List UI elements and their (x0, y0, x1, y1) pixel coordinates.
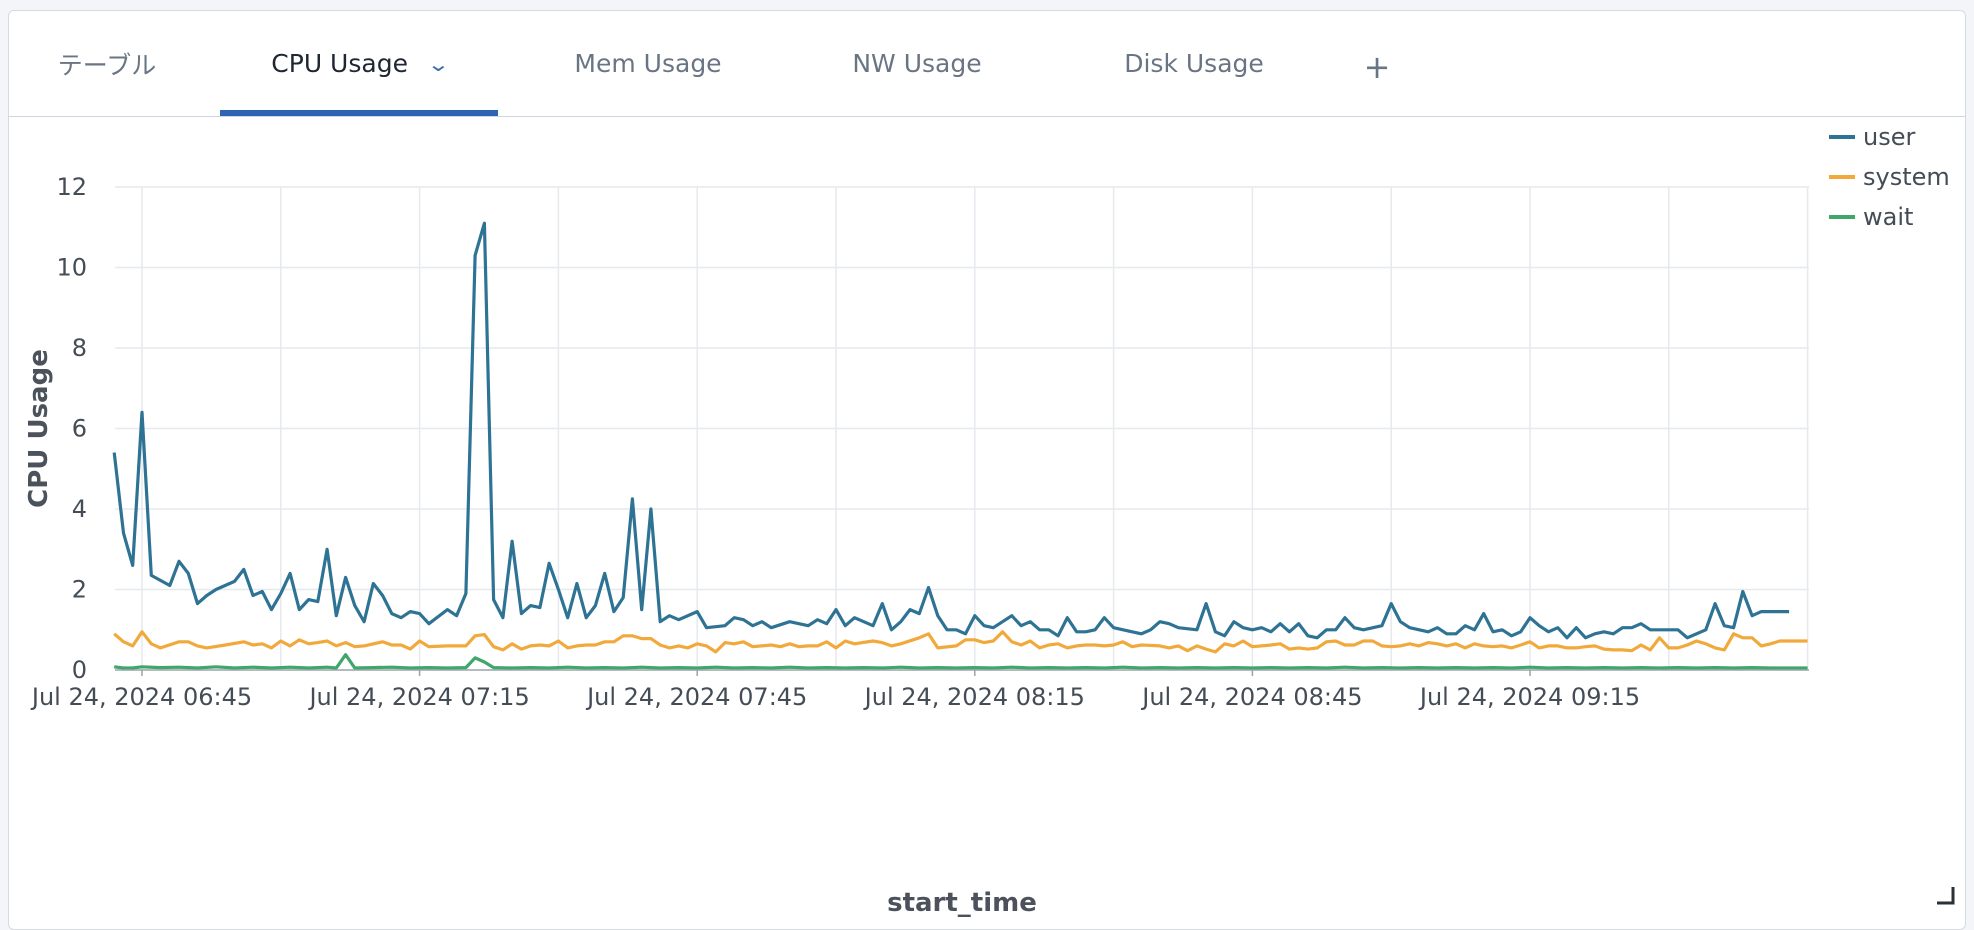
tab-nw-usage[interactable]: NW Usage (817, 11, 1017, 116)
plus-icon[interactable]: + (1363, 48, 1391, 86)
y-tick-label: 8 (72, 334, 87, 362)
series-line-wait (113, 653, 1808, 670)
legend: user system wait (1829, 123, 1950, 231)
x-tick-label: Jul 24, 2024 09:15 (1418, 683, 1640, 711)
x-tick-label: Jul 24, 2024 08:15 (863, 683, 1085, 711)
y-tick-label: 4 (72, 495, 87, 523)
chart-panel: テーブル CPU Usage ⌄ Mem Usage NW Usage Disk… (8, 10, 1966, 930)
tab-mem-usage[interactable]: Mem Usage (539, 11, 757, 116)
tab-cpu-usage[interactable]: CPU Usage ⌄ (220, 11, 498, 116)
chevron-down-icon[interactable]: ⌄ (426, 51, 451, 76)
y-axis-title: CPU Usage (24, 349, 54, 508)
legend-label-system: system (1863, 163, 1950, 191)
tab-label: Disk Usage (1124, 49, 1264, 78)
chart-area: 0 2 4 6 8 10 12 Jul 24, 2024 06:45 Jul 24, 2024 … (9, 117, 1965, 929)
active-tab-indicator (220, 110, 498, 116)
x-tick-label: Jul 24, 2024 07:45 (585, 683, 807, 711)
legend-label-wait: wait (1863, 203, 1913, 231)
y-tick-label: 2 (72, 576, 87, 604)
x-axis-title: start_time (887, 888, 1037, 918)
y-tick-label: 10 (56, 254, 87, 282)
tab-label: CPU Usage (271, 49, 408, 78)
legend-label-user: user (1863, 123, 1915, 151)
x-tick-label: Jul 24, 2024 08:45 (1140, 683, 1362, 711)
y-tick-label: 0 (72, 656, 87, 684)
tab-disk-usage[interactable]: Disk Usage (1089, 11, 1299, 116)
tab-bar: テーブル CPU Usage ⌄ Mem Usage NW Usage Disk… (9, 11, 1965, 117)
y-tick-label: 12 (56, 173, 87, 201)
series-line-system (113, 630, 1808, 654)
axes: 0 2 4 6 8 10 12 Jul 24, 2024 06:45 Jul 24, 2024 … (24, 173, 1809, 918)
x-tick-label: Jul 24, 2024 07:15 (307, 683, 529, 711)
tab-label: Mem Usage (574, 49, 722, 78)
tab-label: テーブル (57, 50, 157, 80)
tab-table[interactable]: テーブル (27, 11, 187, 116)
y-tick-label: 6 (72, 415, 87, 443)
grid (115, 186, 1809, 670)
x-tick-label: Jul 24, 2024 06:45 (30, 683, 252, 711)
series-line-user (112, 221, 1790, 640)
series-lines (112, 221, 1808, 670)
tab-label: NW Usage (852, 49, 982, 78)
cpu-usage-chart: 0 2 4 6 8 10 12 Jul 24, 2024 06:45 Jul 24, 2024 … (24, 123, 1950, 918)
resize-handle-icon[interactable] (1935, 885, 1955, 905)
